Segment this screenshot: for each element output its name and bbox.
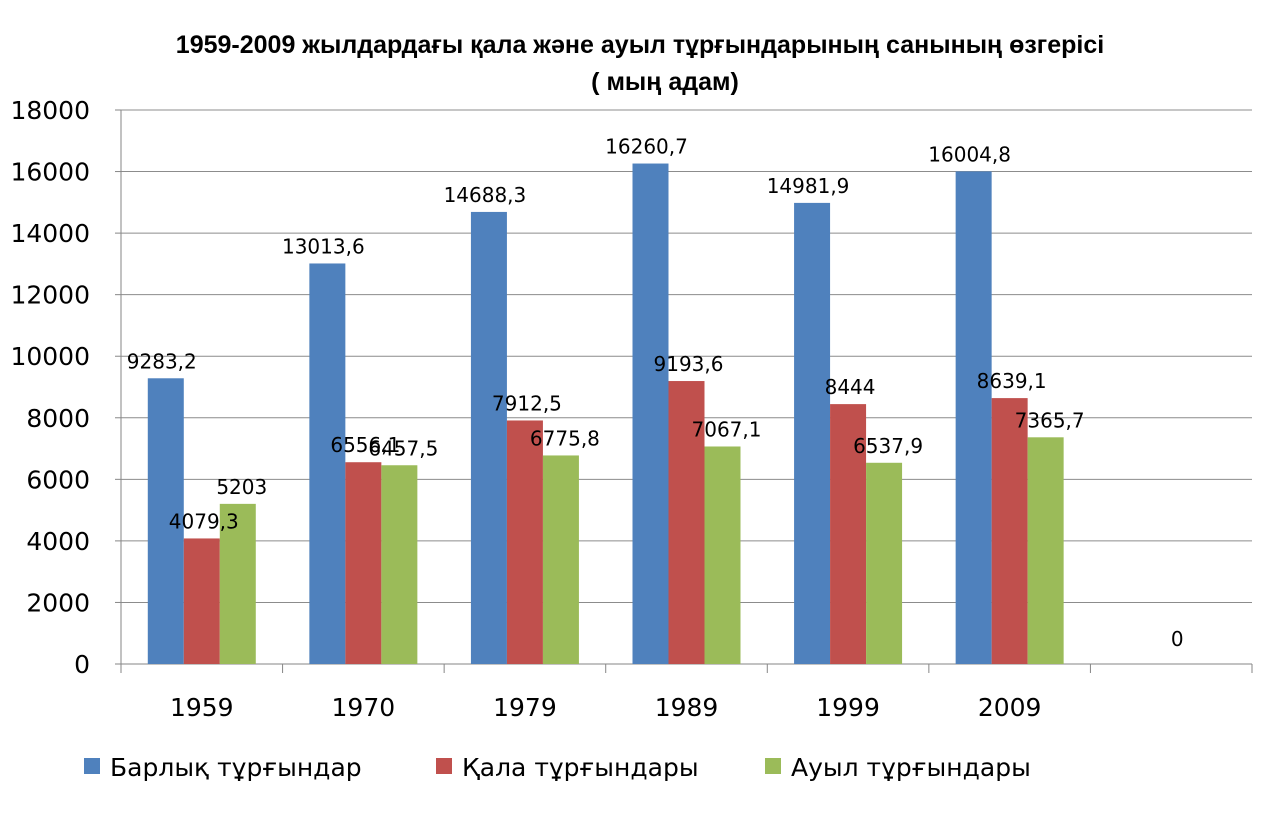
bar [704, 446, 741, 664]
data-label: 8639,1 [977, 369, 1047, 393]
bar [147, 378, 184, 664]
legend-label: Барлық тұрғындар [110, 753, 362, 782]
data-label: 14688,3 [444, 183, 527, 207]
data-label: 16260,7 [605, 135, 688, 159]
data-label: 14981,9 [767, 174, 850, 198]
data-label: 9193,6 [654, 352, 724, 376]
x-tick-label: 1979 [493, 693, 557, 722]
bar [345, 462, 382, 664]
data-label: 6457,5 [368, 436, 438, 460]
x-tick-label: 1989 [655, 693, 719, 722]
y-tick-label: 18000 [10, 96, 90, 125]
y-tick-label: 2000 [26, 588, 90, 617]
y-tick-label: 12000 [10, 281, 90, 310]
y-tick-label: 10000 [10, 342, 90, 371]
legend-swatch [765, 758, 781, 774]
chart-subtitle: ( мың адам) [591, 68, 739, 96]
legend-label: Қала тұрғындары [462, 753, 699, 782]
bar [955, 171, 992, 664]
data-label: 16004,8 [928, 142, 1011, 166]
data-labels: 9283,2 13013,6 14688,3 16260,7 14981,9 16004,… [127, 135, 1184, 651]
y-tick-label: 6000 [26, 465, 90, 494]
bar [866, 462, 903, 664]
x-tick-label: 1959 [170, 693, 234, 722]
x-tick-label: 1970 [332, 693, 396, 722]
data-label: 4079,3 [169, 509, 239, 533]
bar [183, 538, 220, 664]
bar [381, 465, 418, 664]
bar [991, 398, 1028, 664]
data-label: 6775,8 [530, 426, 600, 450]
y-tick-label: 14000 [10, 219, 90, 248]
bar [830, 404, 867, 664]
data-label: 9283,2 [127, 349, 197, 373]
x-tick-label: 1999 [816, 693, 880, 722]
data-label: 7365,7 [1015, 408, 1085, 432]
data-label: 6537,9 [853, 434, 923, 458]
bar [542, 455, 579, 664]
bar [794, 202, 831, 664]
bar [1027, 437, 1064, 664]
data-label: 13013,6 [282, 234, 365, 258]
bar [506, 420, 543, 664]
bar [632, 163, 669, 664]
bar [470, 211, 507, 665]
data-label: 6556,1 [330, 433, 400, 457]
bar [668, 381, 705, 664]
bar [219, 503, 256, 664]
legend-swatch [84, 758, 100, 774]
y-tick-label: 16000 [10, 158, 90, 187]
data-label: 7912,5 [492, 391, 562, 415]
axes: 0 2000 4000 6000 8000 10000 12000 14000 16000 180… [10, 96, 1253, 722]
bars [147, 163, 1064, 665]
chart-title: 1959-2009 жылдардағы қала және ауыл тұрғ… [176, 31, 1104, 59]
y-tick-label: 4000 [26, 527, 90, 556]
bar [309, 263, 346, 664]
legend: Барлық тұрғындар Қала тұрғындары Ауыл тұрғ… [84, 753, 1031, 782]
y-tick-label: 0 [74, 650, 90, 679]
legend-swatch [436, 758, 452, 774]
x-tick-label: 2009 [978, 693, 1042, 722]
data-label: 0 [1171, 627, 1184, 651]
legend-label: Ауыл тұрғындары [791, 753, 1031, 782]
data-label: 7067,1 [692, 417, 762, 441]
data-label: 5203 [216, 475, 267, 499]
data-label: 8444 [825, 375, 876, 399]
y-tick-label: 8000 [26, 404, 90, 433]
